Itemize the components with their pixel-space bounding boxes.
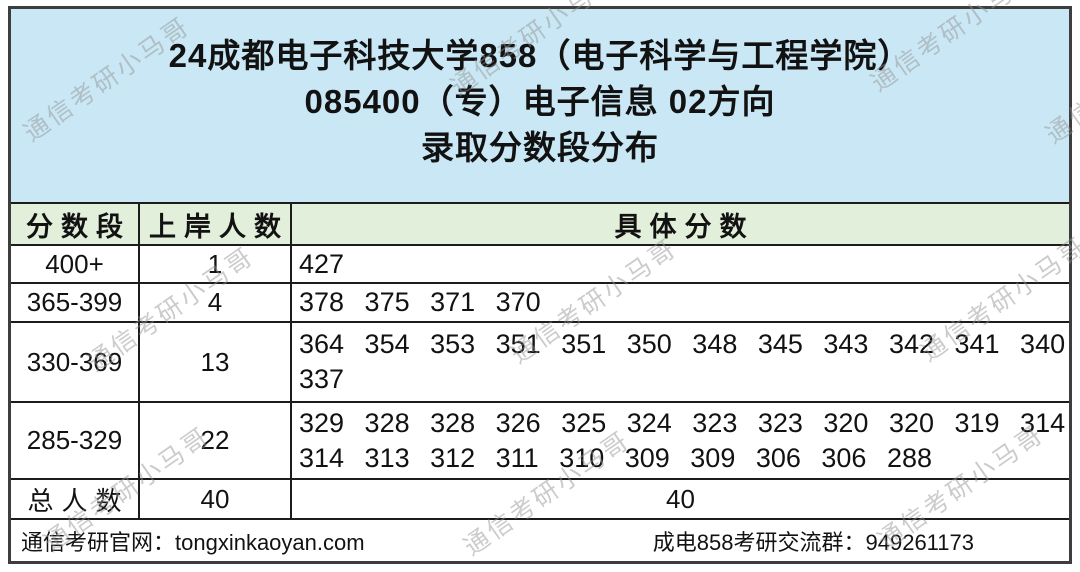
score-range-cell: 285-329 <box>11 403 140 478</box>
table-header-row: 分数段 上岸人数 具体分数 <box>11 202 1069 244</box>
count-cell: 1 <box>140 246 292 282</box>
score-range-cell: 400+ <box>11 246 140 282</box>
title-line-1: 24成都电子科技大学858（电子科学与工程学院） <box>168 37 912 74</box>
footer-website: 通信考研官网：tongxinkaoyan.com <box>21 529 365 555</box>
header-admit-count: 上岸人数 <box>140 204 292 244</box>
report-frame: 24成都电子科技大学858（电子科学与工程学院） 085400（专）电子信息 0… <box>8 6 1072 564</box>
score-range-cell: 365-399 <box>11 284 140 321</box>
table-row: 400+ 1 427 <box>11 244 1069 282</box>
footer-qq-group: 成电858考研交流群：949261173 <box>652 529 974 555</box>
footer: 通信考研官网：tongxinkaoyan.com 成电858考研交流群：9492… <box>11 518 1069 561</box>
header-score-range: 分数段 <box>11 204 140 244</box>
title-line-3: 录取分数段分布 <box>421 129 659 166</box>
score-range-cell: 330-369 <box>11 323 140 401</box>
title-block: 24成都电子科技大学858（电子科学与工程学院） 085400（专）电子信息 0… <box>11 9 1069 202</box>
count-cell: 4 <box>140 284 292 321</box>
scores-cell: 427 <box>299 248 345 279</box>
total-scores-cell: 40 <box>666 483 695 514</box>
scores-cell: 378 375 371 370 <box>299 287 541 317</box>
scores-cell: 329 328 328 326 325 324 323 323 320 320 … <box>299 407 1066 473</box>
total-label-cell: 总人数 <box>11 480 140 518</box>
count-cell: 22 <box>140 403 292 478</box>
table-row: 365-399 4 378 375 371 370 <box>11 282 1069 321</box>
total-count-cell: 40 <box>140 480 292 518</box>
count-cell: 13 <box>140 323 292 401</box>
title-line-2: 085400（专）电子信息 02方向 <box>304 83 776 120</box>
table-row: 330-369 13 364 354 353 351 351 350 348 3… <box>11 321 1069 401</box>
table-total-row: 总人数 40 40 <box>11 478 1069 518</box>
header-exact-scores: 具体分数 <box>614 211 755 242</box>
table-row: 285-329 22 329 328 328 326 325 324 323 3… <box>11 401 1069 478</box>
scores-cell: 364 354 353 351 351 350 348 345 343 342 … <box>299 329 1066 394</box>
